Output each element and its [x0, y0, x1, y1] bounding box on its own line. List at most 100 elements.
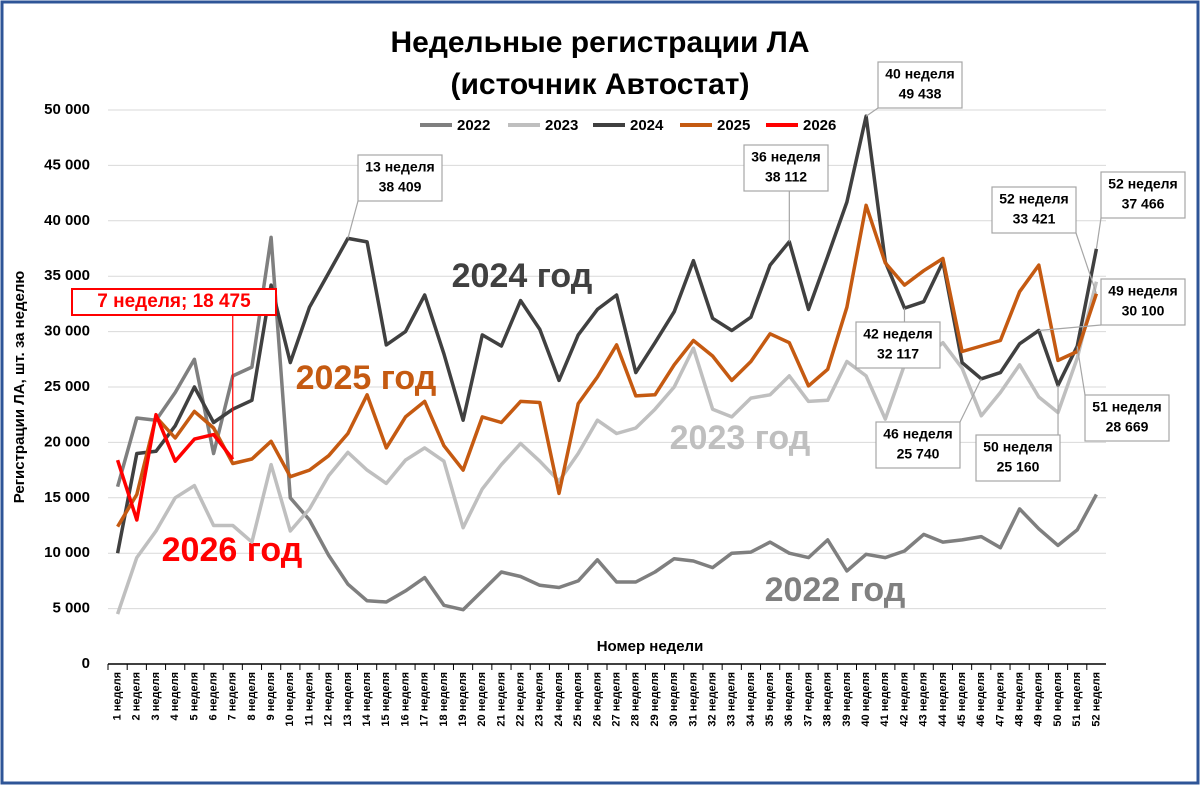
series-label: 2026 год	[162, 531, 303, 569]
annotation-text: 52 неделя	[1108, 176, 1177, 192]
x-tick-label: 24 неделя	[553, 672, 565, 727]
annotation-leader	[347, 200, 359, 239]
annotation-box	[743, 144, 829, 192]
y-tick-label: 10 000	[44, 544, 90, 561]
annotation-text: 32 117	[877, 346, 919, 362]
x-axis-title: Номер недели	[597, 638, 704, 655]
annotation-leader	[1075, 232, 1097, 294]
annotation-text: 42 неделя	[863, 326, 932, 342]
x-tick-label: 7 неделя	[227, 672, 239, 720]
annotation-leader	[959, 378, 982, 423]
annotation-box	[975, 434, 1061, 482]
x-tick-label: 37 неделя	[802, 672, 814, 727]
x-tick-label: 47 неделя	[994, 672, 1006, 727]
annotation-text: 30 100	[1122, 303, 1165, 319]
series-label: 2024 год	[452, 257, 593, 295]
series-label: 2025 год	[296, 359, 437, 397]
y-tick-label: 40 000	[44, 212, 90, 229]
x-tick-label: 9 неделя	[265, 672, 277, 720]
x-tick-label: 5 неделя	[188, 672, 200, 720]
x-tick-label: 51 неделя	[1071, 672, 1083, 727]
x-tick-label: 14 неделя	[361, 672, 373, 727]
x-tick-label: 3 неделя	[150, 672, 162, 720]
legend-label: 2023	[545, 117, 578, 134]
annotation-box	[71, 288, 277, 316]
legend-label: 2025	[717, 117, 750, 134]
x-tick-label: 32 неделя	[706, 672, 718, 727]
annotation-box	[1100, 171, 1186, 219]
x-tick-label: 29 неделя	[649, 672, 661, 727]
annotation-box	[875, 421, 961, 469]
x-tick-label: 41 неделя	[879, 672, 891, 727]
x-tick-label: 38 неделя	[822, 672, 834, 727]
annotation-box	[877, 61, 963, 109]
y-tick-label: 50 000	[44, 101, 90, 118]
chart-title: (источник Автостат)	[450, 68, 749, 101]
x-tick-label: 25 неделя	[572, 672, 584, 727]
x-tick-label: 48 неделя	[1014, 672, 1026, 727]
x-tick-label: 10 неделя	[284, 672, 296, 727]
annotation-text: 46 неделя	[883, 426, 952, 442]
annotation-leader	[865, 107, 879, 117]
y-axis-title: Регистрации ЛА, шт. за неделю	[11, 271, 28, 504]
x-tick-label: 40 неделя	[860, 672, 872, 727]
x-tick-label: 49 неделя	[1033, 672, 1045, 727]
x-tick-label: 33 неделя	[726, 672, 738, 727]
annotation-text: 51 неделя	[1092, 399, 1161, 415]
legend-label: 2026	[803, 117, 836, 134]
annotation-text: 38 112	[765, 169, 807, 185]
x-tick-label: 46 неделя	[975, 672, 987, 727]
x-tick-label: 11 неделя	[303, 672, 315, 726]
annotation-text: 52 неделя	[999, 191, 1068, 207]
x-tick-label: 35 неделя	[764, 672, 776, 727]
x-tick-label: 20 неделя	[476, 672, 488, 727]
x-tick-label: 50 неделя	[1052, 672, 1064, 727]
x-tick-label: 52 неделя	[1090, 672, 1102, 727]
x-tick-label: 6 неделя	[207, 672, 219, 720]
annotation-text: 49 неделя	[1108, 283, 1177, 299]
y-tick-label: 35 000	[44, 267, 90, 284]
annotation-box	[855, 321, 941, 369]
annotation-text: 25 740	[897, 446, 940, 462]
x-tick-label: 16 неделя	[399, 672, 411, 727]
x-tick-label: 34 неделя	[745, 672, 757, 727]
x-tick-label: 12 неделя	[323, 672, 335, 727]
annotation-box	[991, 186, 1077, 234]
x-tick-label: 2 неделя	[131, 672, 143, 720]
x-tick-label: 17 неделя	[419, 672, 431, 727]
annotation-box	[357, 154, 443, 202]
x-tick-label: 8 неделя	[246, 672, 258, 720]
annotation-text: 49 438	[899, 86, 942, 102]
x-tick-label: 44 неделя	[937, 672, 949, 727]
x-tick-label: 26 неделя	[591, 672, 603, 727]
x-tick-label: 21 неделя	[495, 672, 507, 727]
x-tick-label: 13 неделя	[342, 672, 354, 727]
y-tick-label: 45 000	[44, 156, 90, 173]
x-tick-label: 43 неделя	[918, 672, 930, 727]
x-tick-label: 36 неделя	[783, 672, 795, 727]
series-line	[115, 114, 1099, 554]
x-tick-label: 39 неделя	[841, 672, 853, 727]
series-line	[115, 235, 1098, 612]
chart-title: Недельные регистрации ЛА	[390, 26, 809, 59]
y-tick-label: 5 000	[52, 600, 90, 617]
series-label: 2022 год	[765, 571, 906, 609]
annotation-box	[1084, 394, 1170, 442]
annotation-leader	[1076, 346, 1086, 396]
y-tick-label: 25 000	[44, 378, 90, 395]
x-tick-label: 19 неделя	[457, 672, 469, 727]
y-tick-label: 30 000	[44, 323, 90, 340]
x-tick-label: 28 неделя	[630, 672, 642, 727]
legend-label: 2024	[630, 117, 664, 134]
annotation-text: 40 неделя	[885, 66, 954, 82]
x-tick-label: 23 неделя	[534, 672, 546, 727]
x-tick-label: 31 неделя	[687, 672, 699, 727]
y-tick-label: 20 000	[44, 433, 90, 450]
x-tick-label: 27 неделя	[611, 672, 623, 727]
annotation-leader	[1095, 217, 1102, 249]
x-tick-label: 18 неделя	[438, 672, 450, 727]
annotation-text: 28 669	[1106, 419, 1149, 435]
annotation-text: 33 421	[1013, 211, 1056, 227]
